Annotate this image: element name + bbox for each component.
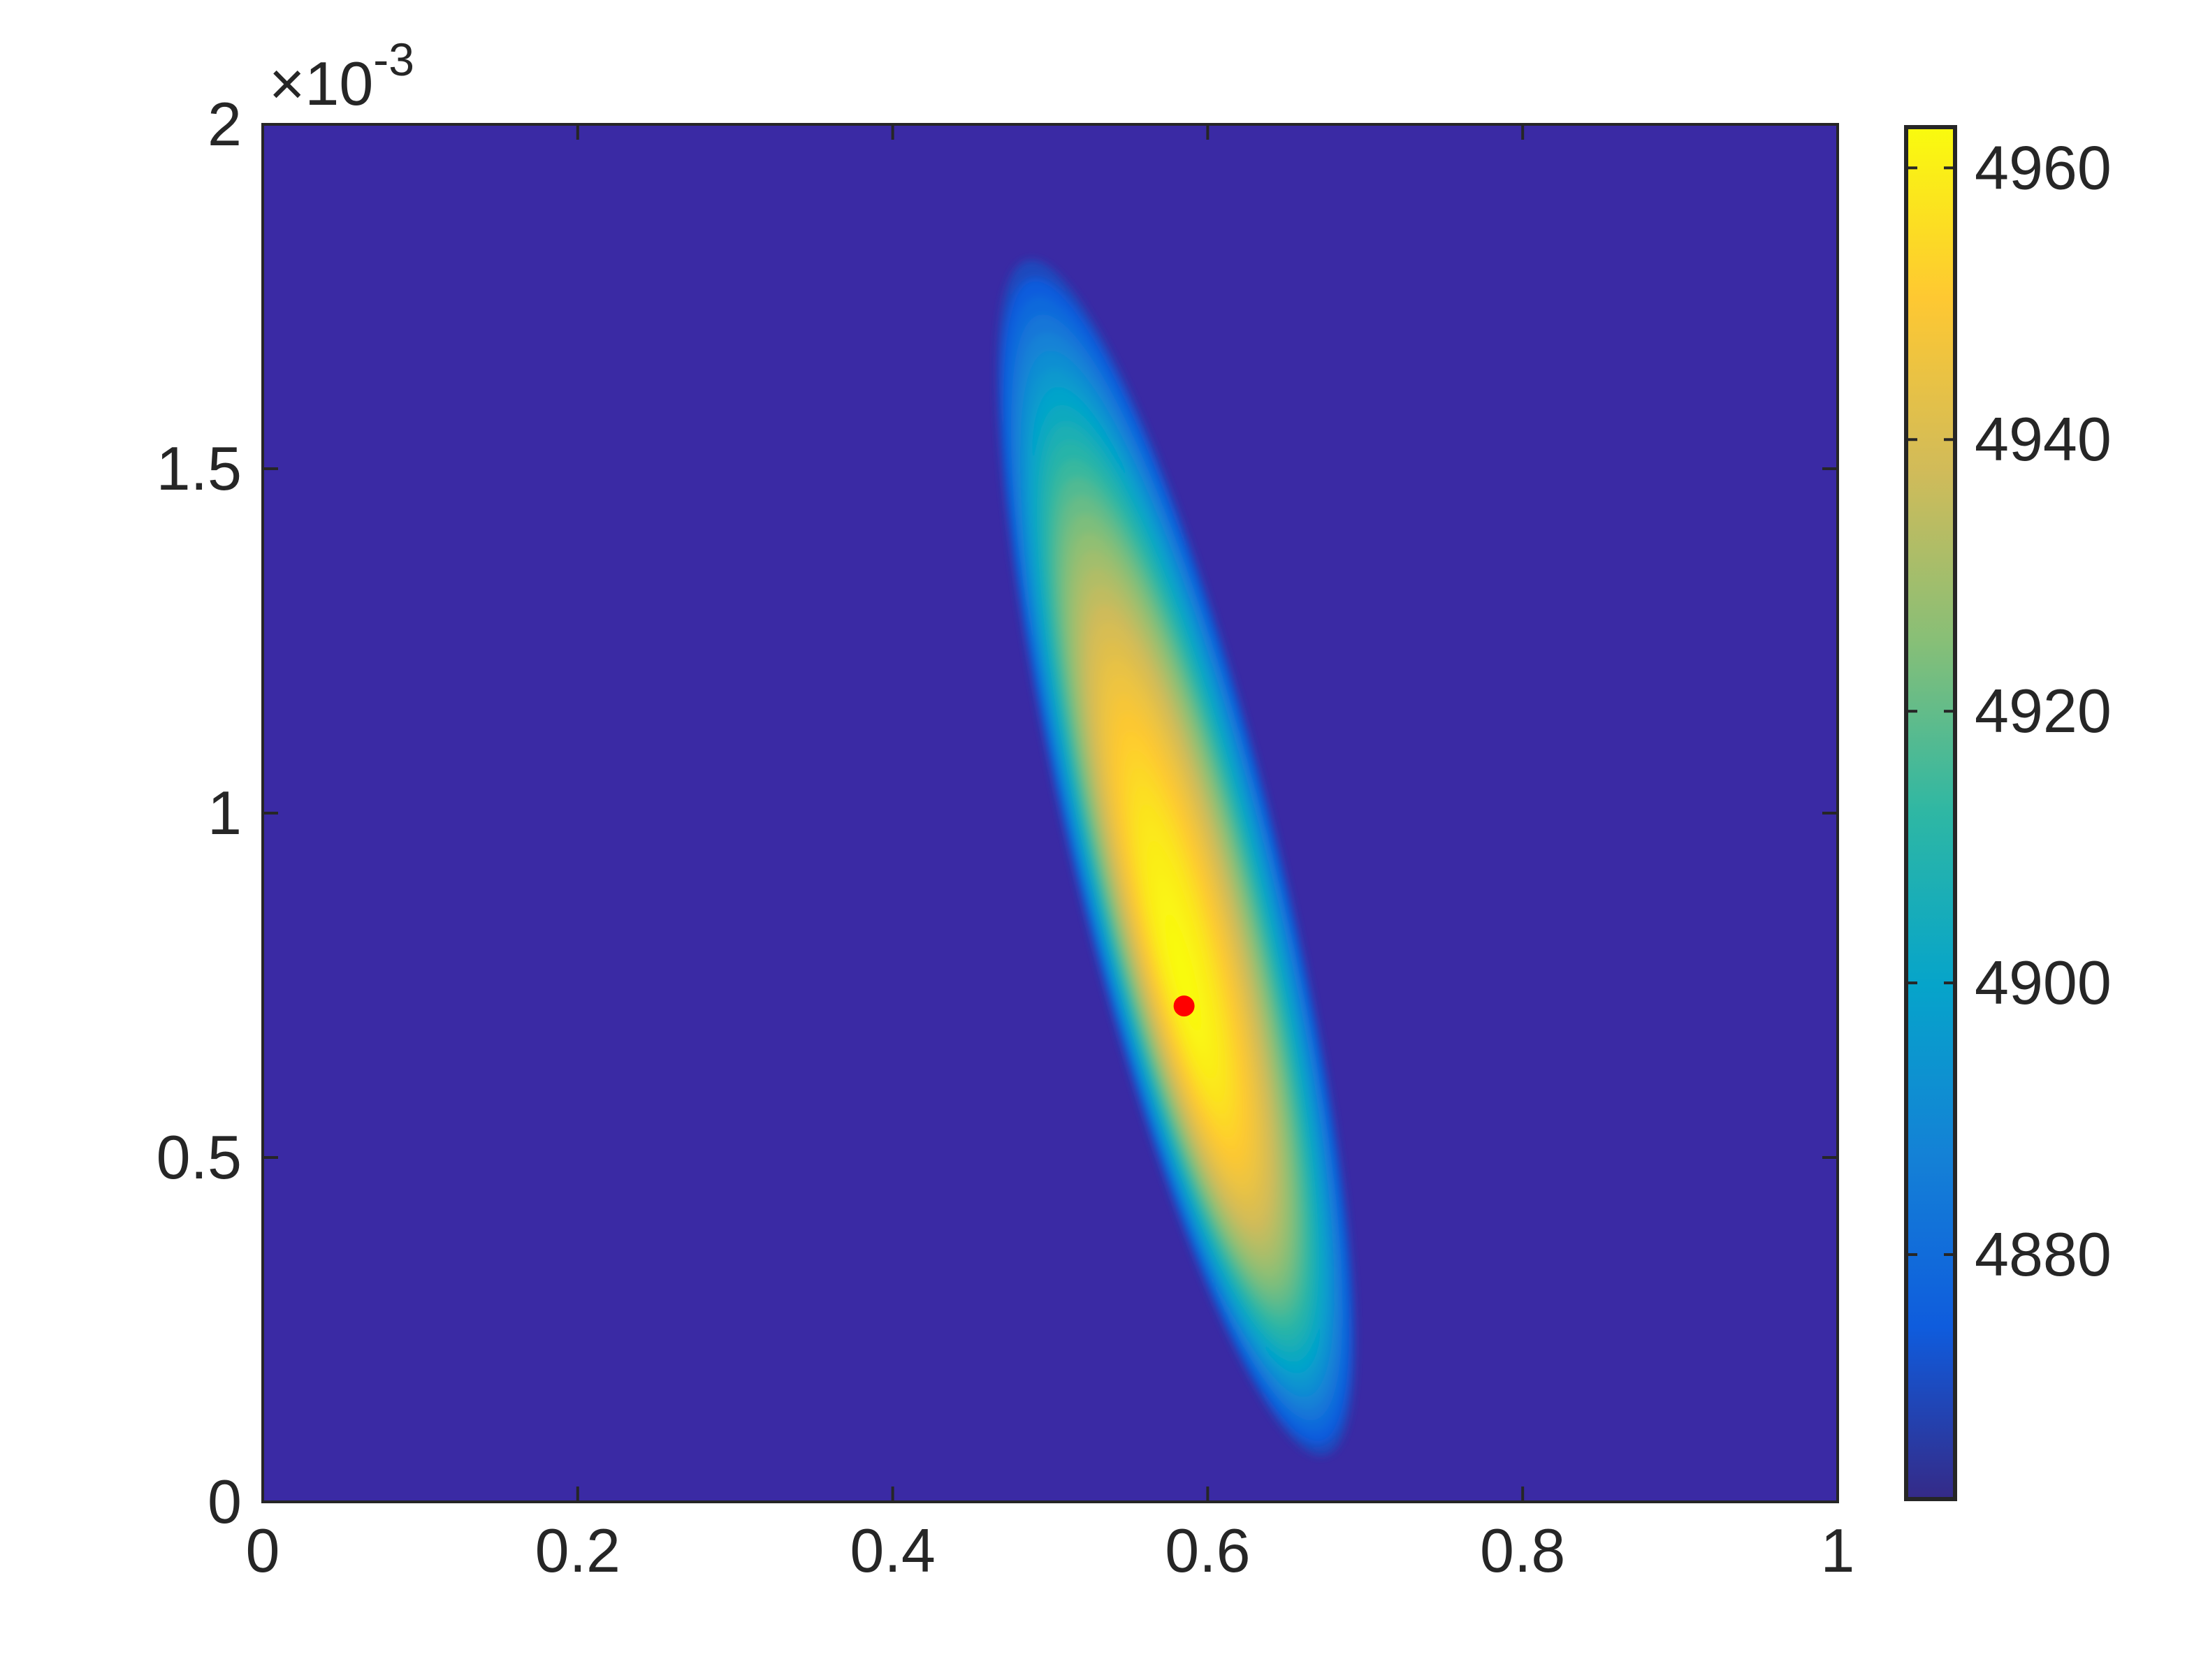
colorbar-tick-label: 4960 — [1975, 133, 2112, 202]
colorbar-tick-label: 4900 — [1975, 948, 2112, 1017]
optimum-marker — [1173, 995, 1195, 1017]
y-tick-label: 0.5 — [157, 1123, 242, 1192]
colorbar-tick-label: 4880 — [1975, 1220, 2112, 1289]
x-tick-label: 0 — [246, 1516, 280, 1585]
colorbar-frame — [1904, 125, 1957, 1501]
heatmap-field — [997, 260, 1356, 1456]
x-axis: 0 0.2 0.4 0.6 0.8 1 — [246, 124, 1855, 1585]
x-tick-label: 1 — [1821, 1516, 1855, 1585]
colorbar — [1906, 127, 1955, 1499]
y-exponent-label: ×10-3 — [269, 34, 414, 118]
y-tick-label: 1.5 — [157, 434, 242, 503]
y-tick-label: 1 — [208, 778, 242, 847]
x-tick-label: 0.4 — [850, 1516, 935, 1585]
y-axis: 0 0.5 1 1.5 2 — [157, 89, 1838, 1536]
colorbar-ticks: 4880 4900 4920 4940 4960 — [1906, 133, 2112, 1289]
colorbar-tick-label: 4920 — [1975, 676, 2112, 745]
x-tick-label: 0.2 — [535, 1516, 620, 1585]
y-tick-label: 0 — [208, 1467, 242, 1536]
x-tick-label: 0.6 — [1165, 1516, 1250, 1585]
field-contour-band — [1179, 967, 1189, 998]
x-tick-label: 0.8 — [1480, 1516, 1565, 1585]
colorbar-tick-label: 4940 — [1975, 404, 2112, 474]
y-tick-label: 2 — [208, 89, 242, 159]
